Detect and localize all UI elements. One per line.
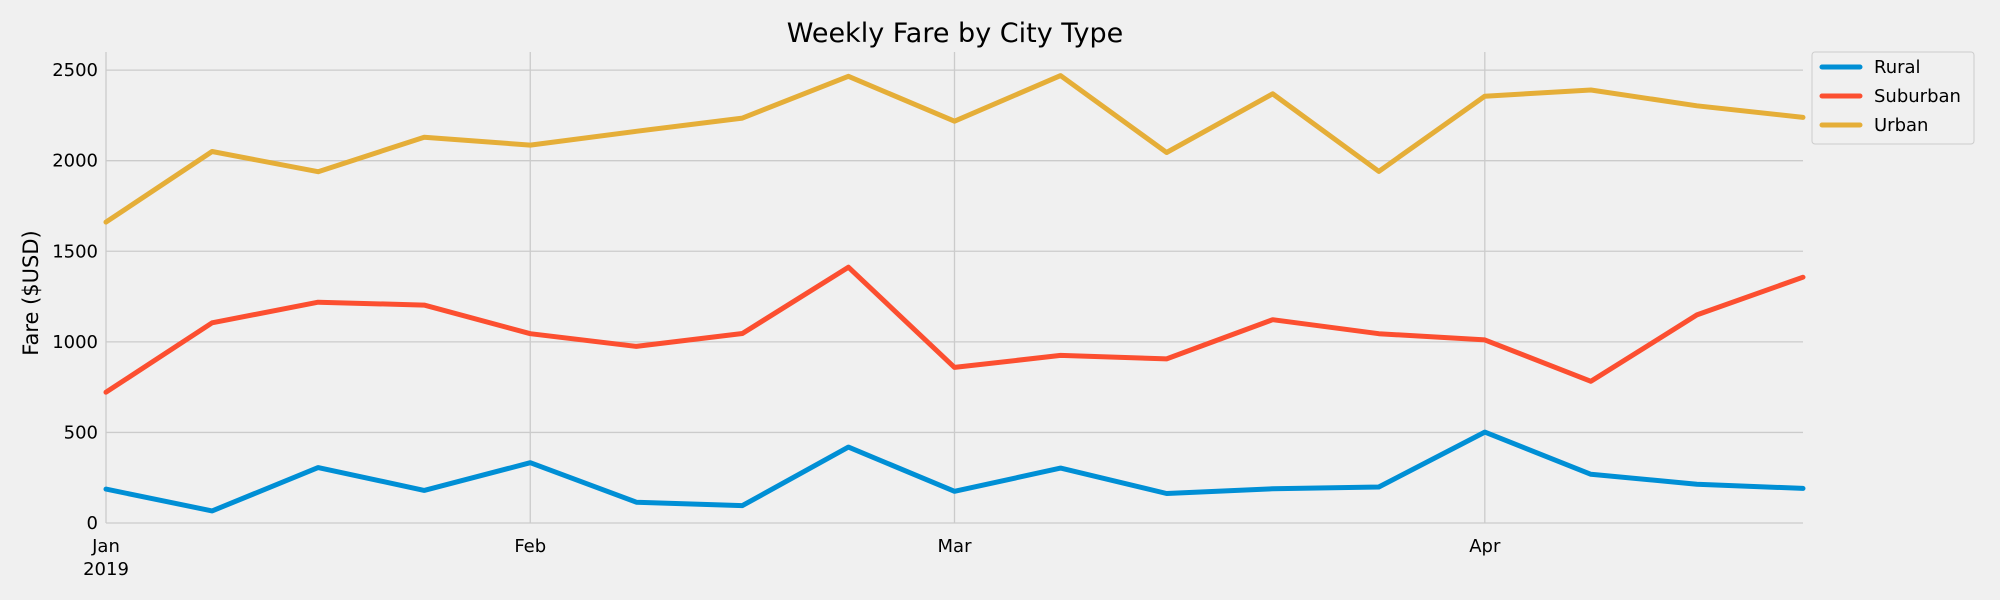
- legend-label-urban: Urban: [1874, 115, 1928, 136]
- series-line-rural: [103, 429, 1806, 514]
- y-axis-label: Fare ($USD): [19, 230, 43, 355]
- grid-lines: [105, 52, 1803, 524]
- x-tick-label: Feb: [514, 536, 546, 557]
- legend-label-rural: Rural: [1874, 57, 1921, 78]
- x-tick-label: Jan: [91, 536, 120, 557]
- x-tick-label: Mar: [938, 536, 973, 557]
- series-line-urban: [103, 73, 1806, 225]
- y-tick-label: 500: [64, 422, 98, 443]
- y-tick-label: 2000: [52, 151, 98, 172]
- y-tick-label: 1500: [52, 241, 98, 262]
- y-tick-label: 1000: [52, 332, 98, 353]
- chart-title: Weekly Fare by City Type: [787, 18, 1124, 49]
- legend-label-suburban: Suburban: [1874, 86, 1961, 107]
- y-tick-label: 0: [87, 513, 98, 534]
- series-line-suburban: [103, 264, 1806, 395]
- legend: Rural Suburban Urban: [1811, 51, 1975, 145]
- series-lines: [103, 73, 1806, 514]
- x-tick-sublabel: 2019: [83, 559, 129, 580]
- y-tick-label: 2500: [52, 60, 98, 81]
- x-tick-label: Apr: [1469, 536, 1501, 557]
- legend-box: [1811, 51, 1975, 145]
